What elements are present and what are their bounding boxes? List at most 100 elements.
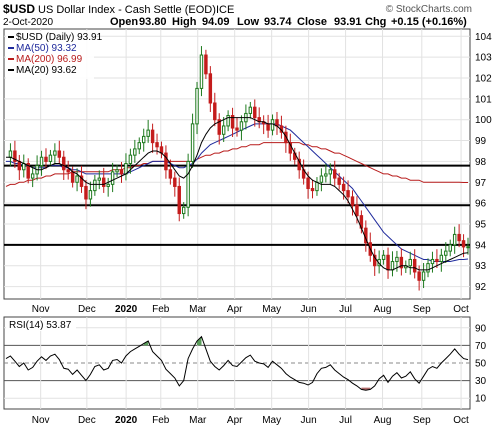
rsi-tick-label: 70 [475, 341, 487, 352]
candle-down [337, 177, 341, 185]
horizontal-lines [4, 164, 470, 246]
candle-up [124, 163, 128, 175]
candle-down [177, 185, 181, 215]
chg-label: Chg [365, 16, 386, 28]
candle-up [444, 250, 448, 256]
x-tick-label: Oct [453, 304, 469, 315]
rsi-label: RSI(14) 53.87 [9, 320, 72, 331]
rsi-tick-label: 90 [475, 323, 487, 334]
candle-up [408, 258, 412, 267]
x-tick-label: Dec [78, 304, 96, 315]
candle-up [199, 54, 204, 89]
ma20-layer [6, 117, 469, 271]
candle-down [57, 150, 62, 158]
x-tick-label: Dec [78, 415, 96, 426]
candle-down [204, 54, 208, 75]
candle-down [17, 160, 22, 171]
x-tick-label: Sep [413, 304, 431, 315]
candle-down [341, 183, 346, 192]
candle-down [266, 123, 270, 131]
x-tick-label: Aug [374, 304, 392, 315]
exchange-label: ICE [216, 4, 234, 16]
candle-up [328, 169, 333, 175]
candle-down [66, 169, 70, 173]
candle-down [412, 258, 417, 273]
low-label: Low [237, 16, 259, 28]
candle-down [372, 254, 377, 267]
y-tick-label: 93 [475, 261, 487, 272]
legend-entry: MA(50) 93.32 [16, 43, 77, 54]
date-label: 2-Oct-2020 [3, 17, 53, 28]
candle-up [181, 206, 186, 215]
candle-up [452, 233, 457, 246]
candle-up [421, 271, 426, 281]
open-label: Open [110, 16, 138, 28]
candle-up [390, 261, 395, 271]
ma200-layer [5, 142, 468, 187]
candle-down [159, 146, 164, 154]
candle-up [128, 154, 133, 164]
y-tick-label: 98 [475, 157, 487, 168]
rsi-tick-label: 30 [475, 376, 487, 387]
x-tick-label: Jun [301, 415, 317, 426]
candle-down [399, 256, 404, 269]
instrument-name: US Dollar Index - Cash Settle (EOD) [38, 4, 216, 16]
candle-up [110, 171, 115, 185]
candle-down [346, 190, 350, 198]
symbol-label: $USD [3, 2, 35, 16]
candle-up [226, 115, 230, 127]
candle-up [137, 142, 141, 150]
candle-down [213, 102, 217, 121]
x-tick-label: Jun [301, 304, 317, 315]
legend-box [6, 31, 94, 79]
candle-up [315, 181, 319, 192]
y-tick-label: 92 [475, 282, 487, 293]
rsi-tick-label: 50 [475, 359, 487, 370]
candle-up [195, 87, 199, 125]
rsi-y-ticks: 90 70 50 30 10 [475, 323, 487, 404]
x-axis-labels-bottom: Nov Dec 2020 Feb Mar Apr May Jun Jul Aug Sep Oct [32, 415, 469, 426]
candle-down [461, 240, 466, 248]
rsi-tick-label: 10 [475, 394, 487, 405]
ma20-line [6, 117, 469, 271]
high-value: 94.09 [202, 16, 230, 28]
x-tick-label: Oct [453, 415, 469, 426]
candle-down [70, 171, 75, 183]
candle-down [355, 204, 359, 217]
candle-down [217, 119, 221, 135]
candle-down [150, 129, 155, 144]
x-tick-label: May [262, 304, 281, 315]
candle-up [106, 183, 110, 187]
close-label: Close [297, 16, 327, 28]
watermark: © StockCharts.com [386, 4, 472, 15]
candle-up [93, 179, 97, 192]
y-tick-label: 97 [475, 178, 487, 189]
candle-down [386, 254, 390, 271]
y-axis-ticks: 104 103 102 101 100 99 98 97 96 95 94 93 92 [475, 32, 492, 293]
rsi-line [5, 335, 469, 391]
high-label: High [172, 16, 197, 28]
candle-up [75, 175, 79, 183]
candle-up [133, 148, 137, 156]
candle-down [119, 169, 124, 175]
candle-down [168, 169, 173, 179]
y-tick-label: 102 [475, 73, 492, 84]
candle-up [426, 263, 430, 273]
x-tick-label: Feb [152, 304, 170, 315]
candle-up [8, 150, 13, 158]
candle-up [395, 256, 399, 263]
candle-down [310, 188, 315, 192]
candle-down [173, 177, 177, 187]
chg-value: +0.15 (+0.16%) [391, 16, 467, 28]
candle-down [84, 185, 88, 200]
legend-entry: MA(20) 93.62 [16, 65, 77, 76]
candle-up [30, 173, 35, 179]
candle-down [102, 177, 106, 187]
candle-down [275, 119, 279, 127]
candle-down [235, 127, 239, 131]
candle-down [284, 131, 288, 144]
x-tick-label: 2020 [115, 415, 138, 426]
